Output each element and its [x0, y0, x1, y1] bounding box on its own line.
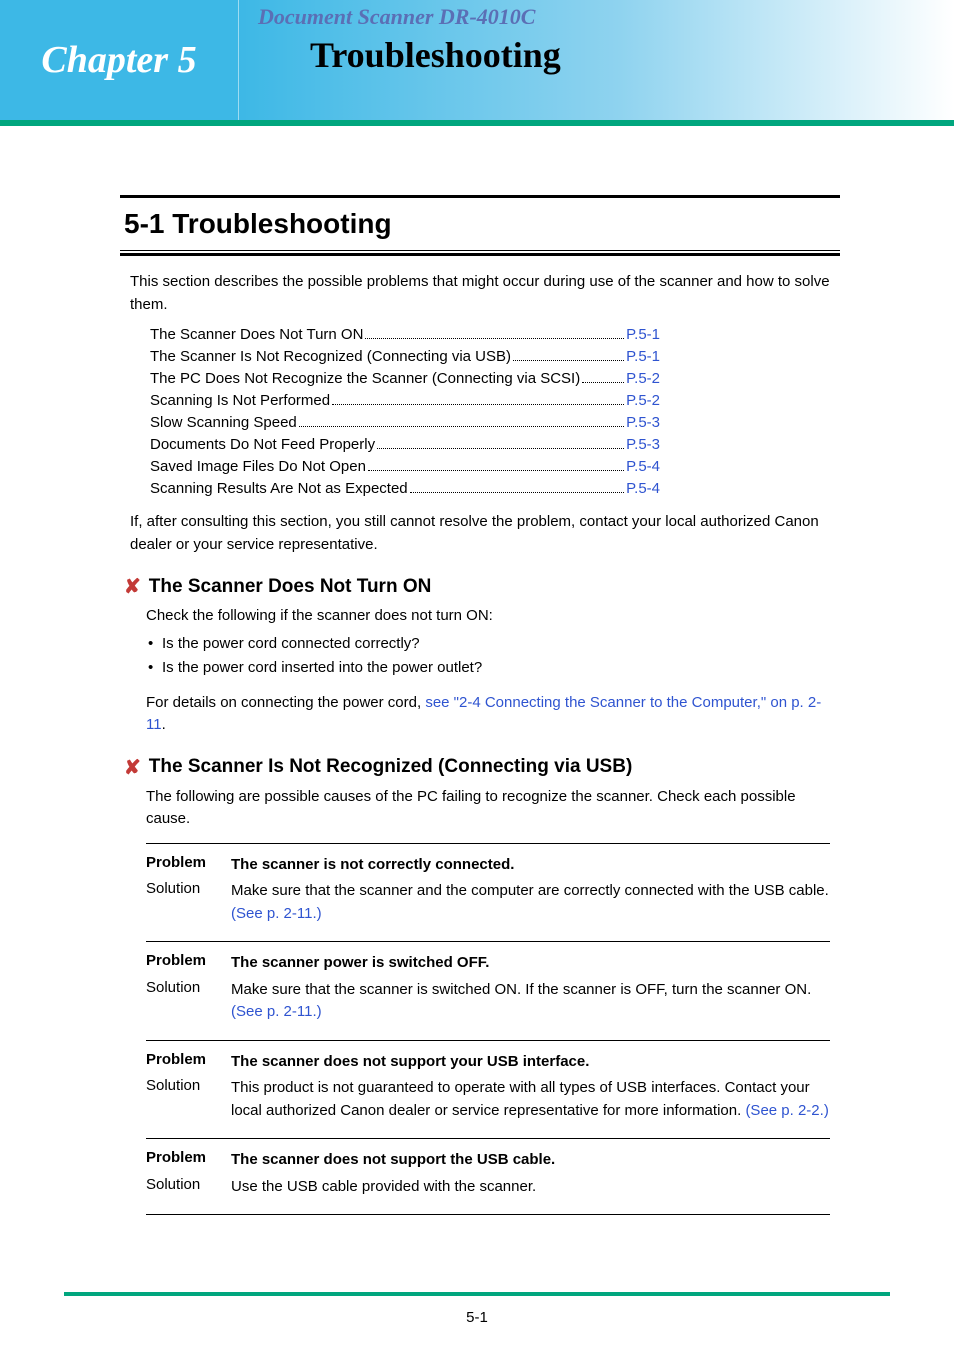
sub1-bullets: Is the power cord connected correctly? I… — [148, 632, 840, 680]
ps-solution-text: This product is not guaranteed to operat… — [231, 1077, 830, 1122]
ps-solution-link[interactable]: (See p. 2-11.) — [231, 1003, 322, 1020]
ps-block: Problem The scanner does not support you… — [146, 1040, 830, 1139]
ps-problem-text: The scanner does not support your USB in… — [231, 1051, 830, 1074]
sub1-tail-post: . — [162, 716, 166, 733]
sub-heading-2-title: The Scanner Is Not Recognized (Connectin… — [149, 756, 633, 778]
list-item: Is the power cord inserted into the powe… — [148, 656, 840, 680]
sub-heading-1: ✘ The Scanner Does Not Turn ON — [124, 574, 840, 599]
toc-page-link[interactable]: P.5-3 — [626, 414, 660, 431]
footer-rule — [64, 1292, 890, 1296]
toc-row: Saved Image Files Do Not Open P.5-4 — [150, 458, 660, 475]
ps-solution-label: Solution — [146, 1176, 231, 1199]
toc-page-link[interactable]: P.5-4 — [626, 458, 660, 475]
toc-row: Documents Do Not Feed Properly P.5-3 — [150, 436, 660, 453]
sub-heading-2: ✘ The Scanner Is Not Recognized (Connect… — [124, 755, 840, 780]
toc-page-link[interactable]: P.5-2 — [626, 370, 660, 387]
toc-label: The Scanner Is Not Recognized (Connectin… — [150, 348, 511, 365]
toc-leader — [513, 360, 624, 361]
toc-leader — [410, 492, 624, 493]
toc-leader — [365, 338, 624, 339]
toc-label: Scanning Results Are Not as Expected — [150, 480, 408, 497]
toc-leader — [582, 382, 624, 383]
toc-row: The PC Does Not Recognize the Scanner (C… — [150, 370, 660, 387]
ps-solution-text: Use the USB cable provided with the scan… — [231, 1176, 830, 1199]
sub1-tail: For details on connecting the power cord… — [146, 692, 830, 737]
toc-page-link[interactable]: P.5-1 — [626, 348, 660, 365]
toc-row: Scanning Is Not Performed P.5-2 — [150, 392, 660, 409]
ps-solution-pre: Use the USB cable provided with the scan… — [231, 1178, 536, 1195]
toc: The Scanner Does Not Turn ON P.5-1 The S… — [150, 326, 660, 497]
sub1-lead: Check the following if the scanner does … — [146, 605, 830, 628]
list-item: Is the power cord connected correctly? — [148, 632, 840, 656]
ps-problem-label: Problem — [146, 1051, 231, 1074]
ps-solution-text: Make sure that the scanner is switched O… — [231, 979, 830, 1024]
toc-label: Saved Image Files Do Not Open — [150, 458, 366, 475]
toc-row: The Scanner Is Not Recognized (Connectin… — [150, 348, 660, 365]
ps-block: Problem The scanner is not correctly con… — [146, 843, 830, 942]
ps-solution-label: Solution — [146, 1077, 231, 1122]
ps-problem-text: The scanner does not support the USB cab… — [231, 1149, 830, 1172]
header-rule — [0, 120, 954, 126]
ps-solution-link[interactable]: (See p. 2-11.) — [231, 905, 322, 922]
toc-label: Slow Scanning Speed — [150, 414, 297, 431]
toc-leader — [332, 404, 624, 405]
ps-solution-link[interactable]: (See p. 2-2.) — [745, 1102, 828, 1119]
ps-solution-label: Solution — [146, 979, 231, 1024]
toc-label: The PC Does Not Recognize the Scanner (C… — [150, 370, 580, 387]
ps-problem-text: The scanner is not correctly connected. — [231, 854, 830, 877]
toc-leader — [377, 448, 624, 449]
ps-block: Problem The scanner power is switched OF… — [146, 941, 830, 1040]
ps-problem-label: Problem — [146, 854, 231, 877]
sub1-tail-pre: For details on connecting the power cord… — [146, 694, 425, 711]
x-mark-icon: ✘ — [124, 755, 141, 780]
page-number: 5-1 — [0, 1309, 954, 1326]
toc-leader — [368, 470, 624, 471]
toc-page-link[interactable]: P.5-3 — [626, 436, 660, 453]
ps-problem-text: The scanner power is switched OFF. — [231, 952, 830, 975]
ps-problem-label: Problem — [146, 952, 231, 975]
ps-solution-pre: Make sure that the scanner and the compu… — [231, 882, 829, 899]
ps-problem-label: Problem — [146, 1149, 231, 1172]
ps-solution-label: Solution — [146, 880, 231, 925]
toc-label: Scanning Is Not Performed — [150, 392, 330, 409]
document-title: Document Scanner DR-4010C — [258, 4, 535, 30]
chapter-title: Troubleshooting — [310, 34, 561, 76]
toc-row: Scanning Results Are Not as Expected P.5… — [150, 480, 660, 497]
ps-solution-text: Make sure that the scanner and the compu… — [231, 880, 830, 925]
ps-solution-pre: Make sure that the scanner is switched O… — [231, 981, 811, 998]
problem-solution-table: Problem The scanner is not correctly con… — [146, 843, 830, 1216]
section-heading: 5-1 Troubleshooting — [120, 195, 840, 251]
ps-block: Problem The scanner does not support the… — [146, 1138, 830, 1215]
sub-heading-1-title: The Scanner Does Not Turn ON — [149, 576, 432, 598]
chapter-label: Chapter 5 — [41, 38, 196, 82]
toc-label: Documents Do Not Feed Properly — [150, 436, 375, 453]
chapter-box: Chapter 5 — [0, 0, 238, 120]
sub2-lead: The following are possible causes of the… — [146, 786, 830, 831]
outro-text: If, after consulting this section, you s… — [130, 511, 830, 556]
page-content: 5-1 Troubleshooting This section describ… — [120, 195, 840, 1215]
toc-label: The Scanner Does Not Turn ON — [150, 326, 363, 343]
toc-row: Slow Scanning Speed P.5-3 — [150, 414, 660, 431]
toc-page-link[interactable]: P.5-2 — [626, 392, 660, 409]
x-mark-icon: ✘ — [124, 574, 141, 599]
toc-leader — [299, 426, 624, 427]
toc-row: The Scanner Does Not Turn ON P.5-1 — [150, 326, 660, 343]
ps-solution-pre: This product is not guaranteed to operat… — [231, 1079, 810, 1119]
toc-page-link[interactable]: P.5-1 — [626, 326, 660, 343]
intro-text: This section describes the possible prob… — [130, 271, 830, 316]
toc-page-link[interactable]: P.5-4 — [626, 480, 660, 497]
